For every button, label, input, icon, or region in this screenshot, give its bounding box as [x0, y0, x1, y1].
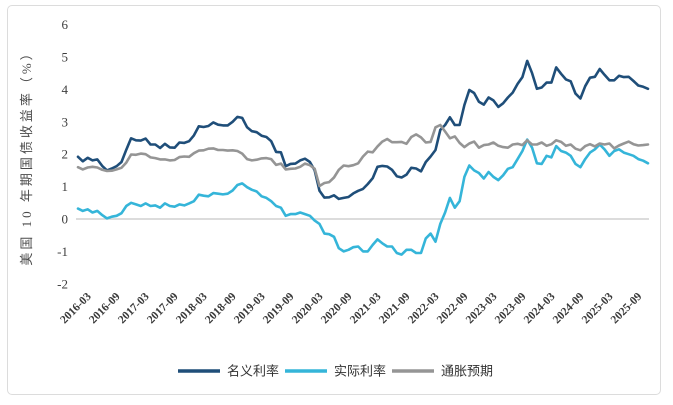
y-tick-label: 0 — [62, 212, 69, 227]
series-line-通胀预期 — [76, 123, 650, 188]
x-tick-label: 2021-09 — [377, 290, 413, 326]
x-tick-label: 2022-03 — [406, 290, 442, 326]
x-tick-label: 2022-09 — [435, 290, 471, 326]
legend-label-通胀预期: 通胀预期 — [441, 364, 493, 379]
x-tick-label: 2016-03 — [58, 290, 94, 326]
series-line-实际利率 — [76, 138, 650, 256]
x-axis-ticks: 2016-032016-092017-032017-092018-032018-… — [58, 290, 644, 326]
y-axis-ticks: 6 5 4 3 2 1 0 -1 -2 — [57, 17, 68, 291]
legend-label-名义利率: 名义利率 — [227, 364, 279, 379]
x-tick-label: 2017-09 — [145, 290, 181, 326]
x-tick-label: 2021-03 — [348, 290, 384, 326]
y-tick-label: 2 — [62, 147, 69, 162]
y-tick-label: -2 — [57, 276, 68, 291]
x-tick-label: 2018-03 — [174, 290, 210, 326]
x-tick-label: 2019-03 — [232, 290, 268, 326]
x-tick-label: 2018-09 — [203, 290, 239, 326]
y-axis-title: 美国 10 年期国债收益率（%） — [19, 44, 34, 265]
x-tick-label: 2020-09 — [319, 290, 355, 326]
x-tick-label: 2025-09 — [609, 290, 645, 326]
x-tick-label: 2020-03 — [290, 290, 326, 326]
y-tick-label: -1 — [57, 244, 68, 259]
x-tick-label: 2023-03 — [464, 290, 500, 326]
x-tick-label: 2016-09 — [87, 290, 123, 326]
x-tick-label: 2024-03 — [522, 290, 558, 326]
series-lines — [76, 59, 650, 256]
x-tick-label: 2024-09 — [551, 290, 587, 326]
y-tick-label: 4 — [62, 82, 69, 97]
y-tick-label: 5 — [62, 50, 69, 65]
y-tick-label: 3 — [62, 114, 69, 129]
x-tick-label: 2025-03 — [580, 290, 616, 326]
legend-label-实际利率: 实际利率 — [334, 364, 386, 379]
y-tick-label: 1 — [62, 179, 69, 194]
x-tick-label: 2019-09 — [261, 290, 297, 326]
legend: 名义利率 实际利率 通胀预期 — [178, 364, 493, 379]
x-tick-label: 2023-09 — [493, 290, 529, 326]
series-line-名义利率 — [76, 59, 650, 201]
x-tick-label: 2017-03 — [116, 290, 152, 326]
y-tick-label: 6 — [62, 17, 69, 32]
